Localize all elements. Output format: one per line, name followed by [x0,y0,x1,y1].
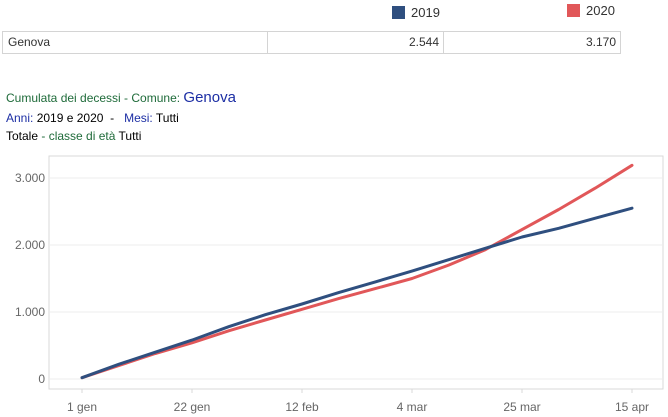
mesi-label: Mesi: [124,111,156,125]
series-line-2020 [80,163,634,380]
totale-label: Totale [6,129,42,143]
subtitle-prefix: Cumulata dei decessi - Comune: [6,91,184,105]
legend-swatch-2020 [567,4,580,17]
summary-table-row[interactable]: Genova 2.544 3.170 [2,31,621,54]
summary-city-cell: Genova [2,32,268,53]
mesi-value: Tutti [155,111,179,125]
x-tick-label-3: 4 mar [397,400,428,414]
x-tick-label-4: 25 mar [503,400,540,414]
x-tick-label-0: 1 gen [67,400,97,414]
classe-value: Tutti [118,129,142,143]
anni-value: 2019 e 2020 [36,111,104,125]
y-tick-label-1: 1.000 [15,305,45,319]
x-tick-label-2: 12 feb [285,400,319,414]
plot-area-border [48,155,664,390]
series-line-2019 [80,206,634,380]
plot-frame [48,155,664,390]
y-tick-label-2: 2.000 [15,238,45,252]
legend-item-2019[interactable]: 2019 [392,5,440,20]
legend-label-2019: 2019 [411,5,440,20]
y-tick-label-3: 3.000 [15,171,45,185]
y-axis: 0 1.000 2.000 3.000 [15,171,45,386]
x-axis: 1 gen 22 gen 12 feb 4 mar 25 mar 15 apr [67,389,649,414]
chart-subtitle-line-2: Anni: 2019 e 2020 - Mesi: Tutti [6,111,179,125]
series-lines [80,163,634,380]
y-tick-label-0: 0 [38,372,45,386]
x-tick-label-1: 22 gen [174,400,211,414]
subtitle-city: Genova [183,89,236,106]
x-tick-label-5: 15 apr [615,400,649,414]
summary-value-2020: 3.170 [444,32,621,53]
subtitle-separator: - [103,111,125,125]
legend-label-2020: 2020 [586,3,615,18]
legend-swatch-2019 [392,6,405,19]
chart-subtitle-line-3: Totale - classe di età Tutti [6,129,141,143]
summary-value-2019: 2.544 [268,32,444,53]
legend-item-2020[interactable]: 2020 [567,3,615,18]
classe-label: - classe di età [41,129,119,143]
anni-label: Anni: [6,111,37,125]
grid-lines [49,177,663,380]
chart-subtitle-line-1: Cumulata dei decessi - Comune: Genova [6,89,236,106]
